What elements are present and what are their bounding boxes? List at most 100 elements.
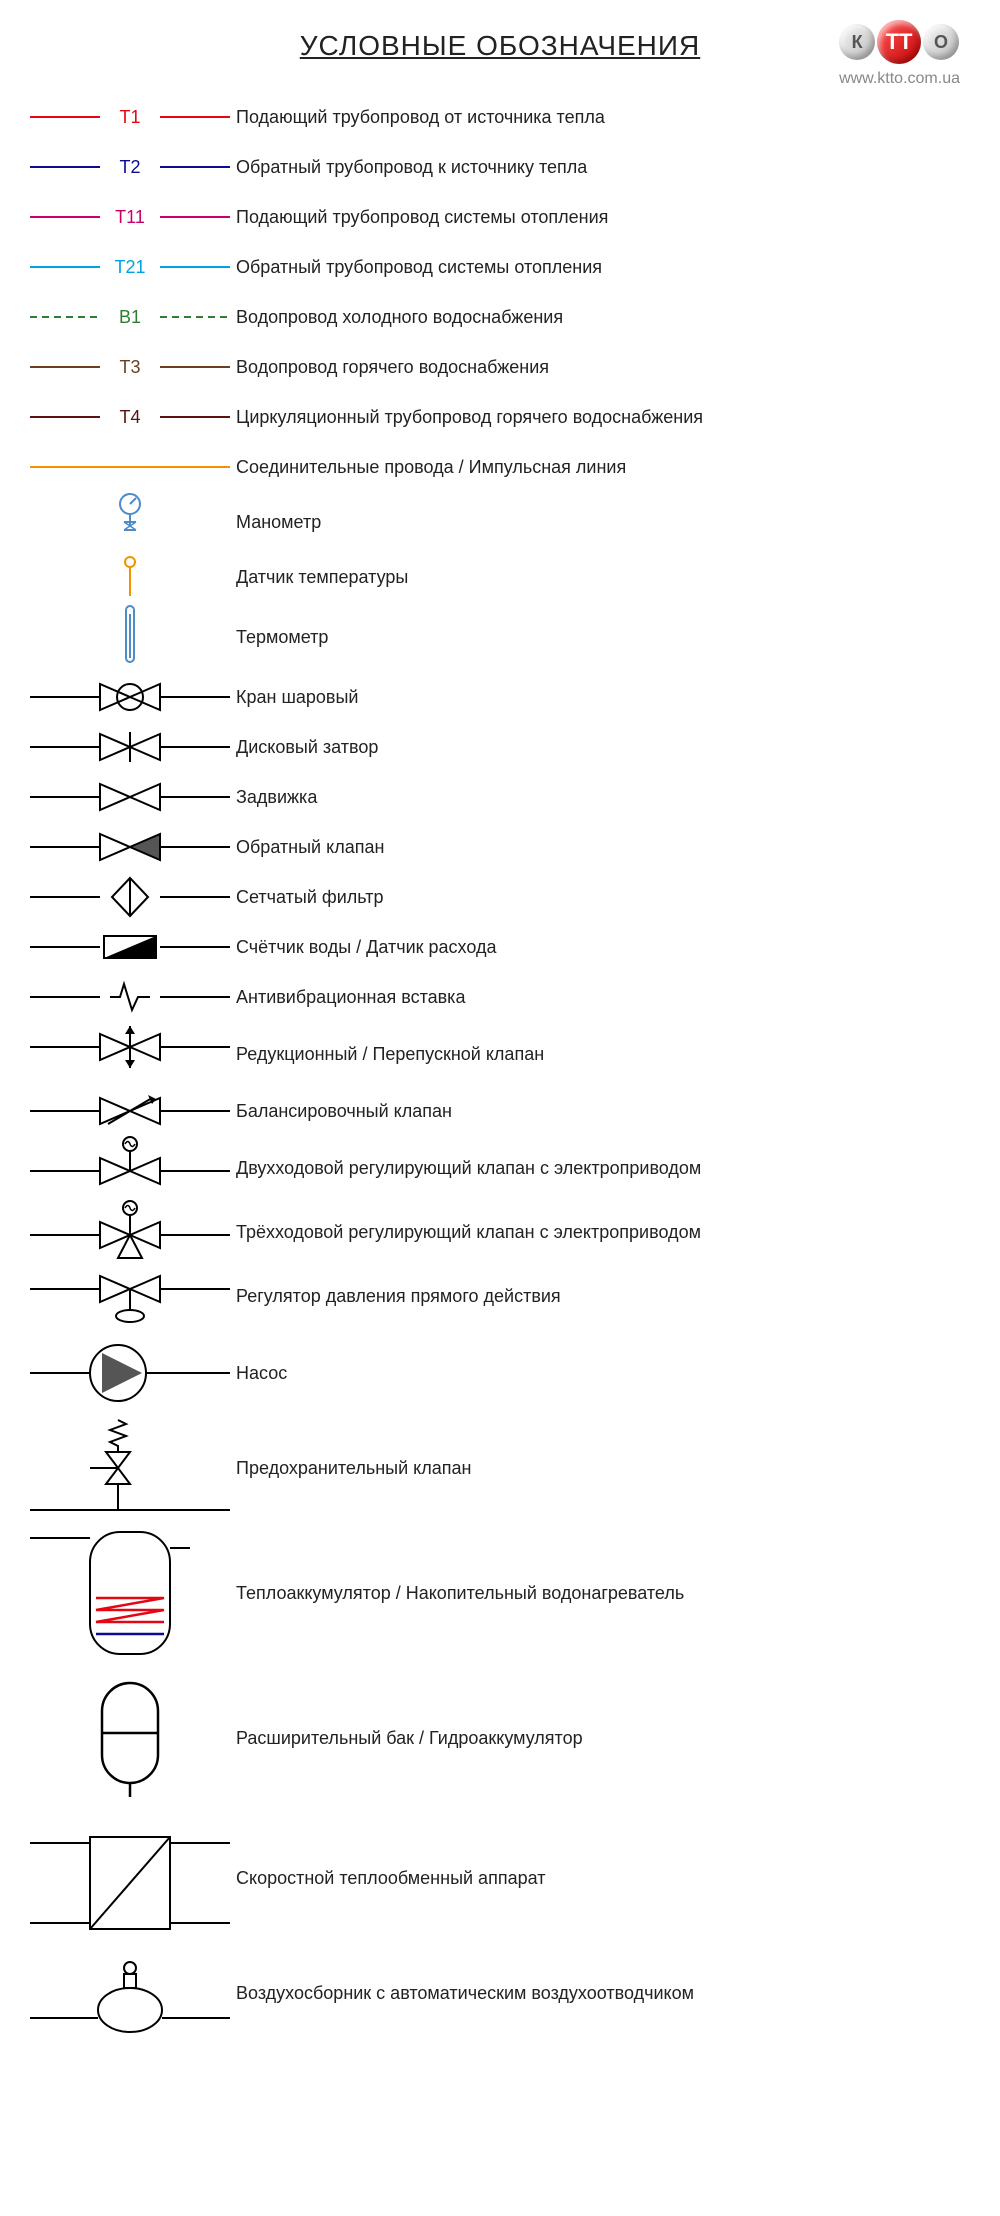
row-thermometer: Термометр — [30, 602, 970, 672]
row-butterfly: Дисковый затвор — [30, 722, 970, 772]
desc-balancing: Балансировочный клапан — [230, 1101, 970, 1122]
symbol-line-t4-icon: Т4 — [30, 405, 230, 429]
row-line-t4: Т4 Циркуляционный трубопровод горячего в… — [30, 392, 970, 442]
symbol-tempsensor-icon — [30, 554, 230, 600]
desc-prv: Редукционный / Перепускной клапан — [230, 1044, 970, 1065]
symbol-line-t2-icon: Т2 — [30, 155, 230, 179]
svg-text:Т11: Т11 — [115, 207, 145, 227]
symbol-flowmeter-icon — [30, 922, 230, 972]
desc-line-t11: Подающий трубопровод системы отопления — [230, 207, 970, 228]
desc-butterfly: Дисковый затвор — [230, 737, 970, 758]
row-line-b1: В1 Водопровод холодного водоснабжения — [30, 292, 970, 342]
svg-text:В1: В1 — [119, 307, 141, 327]
svg-text:Т3: Т3 — [119, 357, 140, 377]
symbol-balancing-icon — [30, 1086, 230, 1136]
logo-ball-tt: ТТ — [877, 20, 921, 64]
desc-expvessel: Расширительный бак / Гидроаккумулятор — [230, 1728, 970, 1749]
symbol-line-t21-icon: Т21 — [30, 255, 230, 279]
desc-tempsensor: Датчик температуры — [230, 567, 970, 588]
row-ball-valve: Кран шаровый — [30, 672, 970, 722]
desc-line-imp: Соединительные провода / Импульсная лини… — [230, 457, 970, 478]
symbol-line-imp-icon — [30, 455, 230, 479]
desc-expansion-joint: Антивибрационная вставка — [230, 987, 970, 1008]
symbol-manometer-icon — [30, 492, 230, 552]
symbol-line-t3-icon: Т3 — [30, 355, 230, 379]
row-hx: Скоростной теплообменный аппарат — [30, 1808, 970, 1948]
svg-text:Т21: Т21 — [114, 257, 145, 277]
row-line-t1: Т1 Подающий трубопровод от источника теп… — [30, 92, 970, 142]
symbol-3way-actuator-icon — [30, 1200, 230, 1264]
row-dp-regulator: Регулятор давления прямого действия — [30, 1264, 970, 1328]
row-gate-valve: Задвижка — [30, 772, 970, 822]
row-prv: Редукционный / Перепускной клапан — [30, 1022, 970, 1086]
desc-pump: Насос — [230, 1363, 970, 1384]
desc-check-valve: Обратный клапан — [230, 837, 970, 858]
row-tank: Теплоаккумулятор / Накопительный водонаг… — [30, 1518, 970, 1668]
row-line-t11: Т11 Подающий трубопровод системы отоплен… — [30, 192, 970, 242]
row-pump: Насос — [30, 1328, 970, 1418]
svg-text:Т2: Т2 — [119, 157, 140, 177]
symbol-line-b1-icon: В1 — [30, 305, 230, 329]
row-flowmeter: Счётчик воды / Датчик расхода — [30, 922, 970, 972]
logo-ball-o: О — [923, 24, 959, 60]
desc-3way-actuator: Трёхходовой регулирующий клапан с электр… — [230, 1222, 970, 1243]
symbol-line-t11-icon: Т11 — [30, 205, 230, 229]
desc-hx: Скоростной теплообменный аппарат — [230, 1868, 970, 1889]
desc-strainer: Сетчатый фильтр — [230, 887, 970, 908]
logo-ball-k: К — [839, 24, 875, 60]
symbol-check-valve-icon — [30, 822, 230, 872]
row-line-t3: Т3 Водопровод горячего водоснабжения — [30, 342, 970, 392]
symbol-ball-valve-icon — [30, 672, 230, 722]
symbol-prv-icon — [30, 1022, 230, 1086]
row-balancing: Балансировочный клапан — [30, 1086, 970, 1136]
symbol-strainer-icon — [30, 872, 230, 922]
logo-url: www.ktto.com.ua — [839, 70, 960, 88]
row-safety: Предохранительный клапан — [30, 1418, 970, 1518]
row-expvessel: Расширительный бак / Гидроаккумулятор — [30, 1668, 970, 1808]
brand-logo: К ТТ О www.ktto.com.ua — [839, 20, 960, 88]
row-expansion-joint: Антивибрационная вставка — [30, 972, 970, 1022]
symbol-2way-actuator-icon — [30, 1136, 230, 1200]
desc-gate-valve: Задвижка — [230, 787, 970, 808]
desc-thermometer: Термометр — [230, 627, 970, 648]
desc-manometer: Манометр — [230, 512, 970, 533]
desc-dp-regulator: Регулятор давления прямого действия — [230, 1286, 970, 1307]
symbol-safety-icon — [30, 1418, 230, 1518]
row-manometer: Манометр — [30, 492, 970, 552]
svg-text:Т4: Т4 — [119, 407, 140, 427]
symbol-line-t1-icon: Т1 — [30, 105, 230, 129]
desc-line-b1: Водопровод холодного водоснабжения — [230, 307, 970, 328]
symbol-pump-icon — [30, 1333, 230, 1413]
desc-line-t3: Водопровод горячего водоснабжения — [230, 357, 970, 378]
symbol-dp-regulator-icon — [30, 1264, 230, 1328]
desc-ball-valve: Кран шаровый — [230, 687, 970, 708]
desc-line-t4: Циркуляционный трубопровод горячего водо… — [230, 407, 970, 428]
desc-flowmeter: Счётчик воды / Датчик расхода — [230, 937, 970, 958]
symbol-expansion-joint-icon — [30, 972, 230, 1022]
desc-2way-actuator: Двухходовой регулирующий клапан с электр… — [230, 1158, 970, 1179]
symbol-butterfly-icon — [30, 722, 230, 772]
symbol-hx-icon — [30, 1813, 230, 1943]
row-line-imp: Соединительные провода / Импульсная лини… — [30, 442, 970, 492]
desc-line-t21: Обратный трубопровод системы отопления — [230, 257, 970, 278]
svg-text:Т1: Т1 — [119, 107, 140, 127]
symbol-airvent-icon — [30, 1948, 230, 2038]
desc-safety: Предохранительный клапан — [230, 1458, 970, 1479]
desc-line-t2: Обратный трубопровод к источнику тепла — [230, 157, 970, 178]
row-tempsensor: Датчик температуры — [30, 552, 970, 602]
symbol-gate-valve-icon — [30, 772, 230, 822]
row-line-t21: Т21 Обратный трубопровод системы отоплен… — [30, 242, 970, 292]
symbol-thermometer-icon — [30, 602, 230, 672]
row-airvent: Воздухосборник с автоматическим воздухоо… — [30, 1948, 970, 2038]
desc-airvent: Воздухосборник с автоматическим воздухоо… — [230, 1983, 970, 2004]
desc-tank: Теплоаккумулятор / Накопительный водонаг… — [230, 1583, 970, 1604]
row-check-valve: Обратный клапан — [30, 822, 970, 872]
row-line-t2: Т2 Обратный трубопровод к источнику тепл… — [30, 142, 970, 192]
desc-line-t1: Подающий трубопровод от источника тепла — [230, 107, 970, 128]
row-strainer: Сетчатый фильтр — [30, 872, 970, 922]
page-title: УСЛОВНЫЕ ОБОЗНАЧЕНИЯ — [30, 30, 970, 62]
row-3way-actuator: Трёхходовой регулирующий клапан с электр… — [30, 1200, 970, 1264]
symbol-tank-icon — [30, 1518, 230, 1668]
symbol-expvessel-icon — [30, 1673, 230, 1803]
row-2way-actuator: Двухходовой регулирующий клапан с электр… — [30, 1136, 970, 1200]
